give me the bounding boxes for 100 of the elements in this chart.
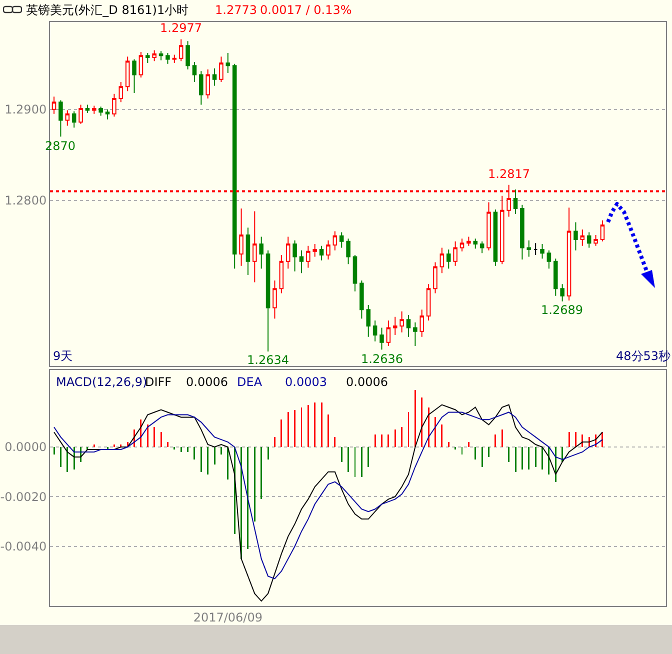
candlestick bbox=[199, 70, 204, 106]
candlestick bbox=[372, 320, 378, 342]
candlestick bbox=[413, 322, 418, 346]
candlestick bbox=[272, 280, 277, 320]
candlestick bbox=[480, 240, 484, 254]
candlestick bbox=[473, 238, 478, 250]
candlestick bbox=[105, 108, 110, 120]
candlestick bbox=[332, 230, 338, 251]
candlestick bbox=[546, 250, 552, 270]
candlestick bbox=[78, 104, 83, 124]
candlestick bbox=[352, 254, 358, 292]
candlestick bbox=[138, 52, 144, 78]
y-tick-label: 0.0000 bbox=[4, 440, 47, 454]
candlestick bbox=[392, 316, 398, 336]
x-tick-label: 2017/06/09 bbox=[193, 610, 262, 624]
candlestick bbox=[366, 304, 371, 338]
candlestick bbox=[226, 52, 230, 74]
candlestick bbox=[594, 234, 598, 246]
candlestick bbox=[466, 236, 471, 246]
candlestick bbox=[246, 227, 250, 276]
candlestick bbox=[166, 52, 170, 64]
candlestick bbox=[279, 254, 284, 294]
candlestick bbox=[146, 52, 150, 64]
candlestick bbox=[259, 236, 264, 270]
candlestick bbox=[554, 258, 558, 296]
text: DEA bbox=[237, 375, 263, 389]
candlestick bbox=[566, 207, 572, 301]
annotation: 1.2634 bbox=[247, 353, 289, 367]
candlestick bbox=[513, 188, 518, 215]
candlestick bbox=[580, 228, 585, 246]
text: MACD(12,26,9) bbox=[56, 375, 148, 389]
candlestick bbox=[299, 250, 304, 274]
line-series bbox=[54, 404, 603, 602]
series-label: DIFF bbox=[145, 375, 172, 389]
candlestick bbox=[500, 195, 504, 265]
candlestick bbox=[574, 222, 578, 251]
candlestick bbox=[326, 240, 330, 260]
candlestick bbox=[252, 210, 257, 283]
annotation: 0.0006 bbox=[346, 375, 388, 389]
candlestick bbox=[526, 240, 532, 258]
candlestick bbox=[360, 280, 364, 320]
candlestick bbox=[486, 202, 491, 251]
annotation: 9天 bbox=[53, 349, 73, 363]
candlestick bbox=[125, 56, 130, 92]
candlestick bbox=[460, 238, 464, 252]
candlestick bbox=[319, 245, 324, 261]
candlestick bbox=[306, 245, 310, 268]
candlestick bbox=[339, 232, 344, 248]
candlestick bbox=[312, 244, 317, 258]
y-tick-label: -0.0020 bbox=[0, 490, 47, 504]
chart-title: 英镑美元(外汇_D 8161)1小时 bbox=[26, 3, 189, 18]
candlestick bbox=[520, 204, 524, 260]
candlestick bbox=[440, 247, 444, 274]
annotation: 2870 bbox=[45, 139, 76, 153]
candlestick bbox=[453, 240, 458, 266]
text: 1.2773 bbox=[215, 3, 257, 17]
candlestick bbox=[85, 104, 90, 114]
candlestick bbox=[426, 284, 431, 321]
text: 48分53秒 bbox=[616, 349, 671, 363]
candlestick bbox=[72, 110, 76, 128]
candlestick bbox=[266, 250, 270, 352]
candlestick bbox=[212, 68, 217, 86]
candlestick bbox=[219, 56, 224, 83]
candlestick bbox=[292, 240, 297, 272]
annotation: 1.2689 bbox=[541, 303, 583, 317]
candlestick bbox=[286, 236, 290, 270]
y-tick-label: 1.2800 bbox=[4, 194, 47, 208]
candlestick bbox=[98, 106, 103, 116]
candlestick bbox=[600, 220, 605, 242]
candlestick bbox=[58, 100, 63, 138]
candlestick bbox=[346, 238, 350, 265]
y-tick-label: 1.2900 bbox=[4, 102, 47, 117]
candlestick bbox=[152, 50, 156, 62]
candlestick bbox=[178, 38, 184, 62]
candlestick bbox=[446, 249, 451, 270]
candlestick bbox=[92, 105, 96, 114]
candlestick bbox=[132, 58, 136, 94]
candlestick bbox=[386, 320, 391, 346]
candlestick bbox=[586, 232, 592, 248]
candlestick bbox=[380, 327, 384, 350]
candlestick bbox=[400, 310, 404, 333]
candlestick bbox=[65, 110, 70, 126]
candlestick bbox=[158, 50, 164, 61]
candlestick bbox=[493, 208, 498, 266]
annotation: 1.2817 bbox=[488, 167, 530, 181]
candlestick bbox=[560, 284, 564, 302]
candlestick bbox=[206, 68, 210, 99]
candlestick bbox=[433, 262, 438, 294]
text: 0.0017 / 0.13% bbox=[260, 3, 352, 17]
candlestick bbox=[232, 63, 237, 270]
annotation: 1.2636 bbox=[361, 352, 403, 366]
candlestick bbox=[52, 96, 56, 114]
y-tick-label: -0.0040 bbox=[0, 540, 47, 554]
candlestick bbox=[112, 93, 116, 118]
candlestick bbox=[540, 244, 544, 260]
candlestick bbox=[172, 54, 177, 64]
candlestick bbox=[406, 314, 411, 338]
line-series bbox=[54, 412, 603, 580]
candlestick bbox=[420, 309, 424, 338]
annotation: 0.0006 bbox=[186, 375, 228, 389]
